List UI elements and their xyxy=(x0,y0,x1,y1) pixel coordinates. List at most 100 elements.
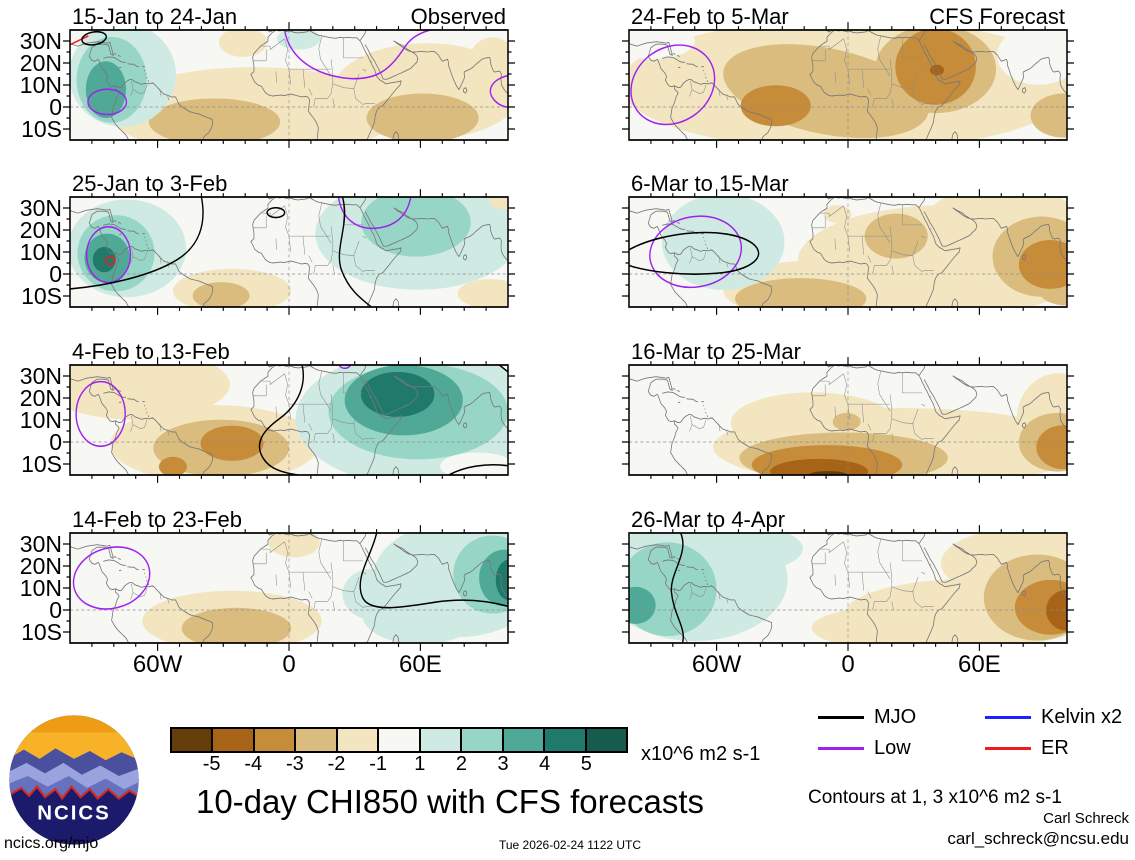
wave-contour xyxy=(87,88,128,116)
legend-item-kelvin-x2: Kelvin x2 xyxy=(985,704,1122,730)
wave-contour xyxy=(670,533,685,643)
map-panel-observed-0: 15-Jan to 24-Jan Observed xyxy=(62,4,516,148)
panel-corner-label: CFS Forecast xyxy=(929,4,1065,29)
anomaly-blob xyxy=(661,197,785,290)
colorbar-cell xyxy=(213,729,255,751)
figure-title: 10-day CHI850 with CFS forecasts xyxy=(195,783,705,820)
country-borders xyxy=(689,202,934,275)
wave-contour xyxy=(338,197,372,307)
wave-contour xyxy=(359,533,508,609)
y-axis-label: 10S xyxy=(21,116,62,142)
colorbar xyxy=(170,727,628,753)
anomaly-blob xyxy=(440,452,508,475)
anomaly-blob xyxy=(1030,93,1067,138)
colorbar-tick-label: 5 xyxy=(580,753,592,775)
country-borders xyxy=(130,202,375,275)
wave-contour xyxy=(81,30,107,46)
map-frame xyxy=(628,196,1068,308)
anomaly-blob xyxy=(158,456,187,475)
map-canvas xyxy=(621,189,1075,315)
legend-item-er: ER xyxy=(985,735,1069,761)
credit-name: Carl Schreck xyxy=(1043,810,1129,827)
y-axis-label: 10S xyxy=(21,283,62,309)
colorbar-cell xyxy=(586,729,626,751)
map-canvas xyxy=(621,22,1075,148)
map-canvas xyxy=(62,525,516,651)
colorbar-cell xyxy=(545,729,587,751)
coastline xyxy=(70,197,508,307)
anomaly-blob xyxy=(1018,240,1067,289)
colorbar-unit-label: x10^6 m2 s-1 xyxy=(641,743,761,765)
colorbar-tick-label: 3 xyxy=(497,753,509,775)
coastline xyxy=(629,197,1067,307)
anomaly-blob xyxy=(629,586,656,624)
x-axis-label: 0 xyxy=(841,651,855,678)
wave-contour xyxy=(283,30,431,80)
colorbar-cell xyxy=(337,729,380,751)
colorbar-tick-label: 1 xyxy=(414,753,426,775)
y-axis-label: 10S xyxy=(21,619,62,645)
colorbar-cell xyxy=(503,729,546,751)
anomaly-blob xyxy=(268,533,320,558)
map-panel-forecast-3: 26-Mar to 4-Apr xyxy=(621,507,1075,651)
panel-corner-label: Observed xyxy=(410,4,506,29)
anomaly-blob xyxy=(218,30,268,57)
y-axis-label: 0 xyxy=(49,597,62,623)
y-axis-label: 10N xyxy=(19,407,62,433)
legend-line-sample xyxy=(985,746,1031,750)
anomaly-blob xyxy=(823,205,852,223)
wave-contour xyxy=(338,365,351,370)
panel-title: 25-Jan to 3-Feb xyxy=(72,171,228,196)
country-borders xyxy=(130,370,375,443)
y-axis-label: 20N xyxy=(19,50,62,76)
wave-contour xyxy=(104,255,116,266)
anomaly-blob xyxy=(366,93,479,140)
anomaly-blob xyxy=(200,425,264,461)
country-borders xyxy=(689,538,934,611)
axis-ticks xyxy=(621,357,1075,483)
coastline xyxy=(70,533,508,643)
wave-contour xyxy=(258,365,304,475)
legend-line-sample xyxy=(985,715,1031,719)
x-axis-label: 60W xyxy=(691,651,742,678)
map-canvas xyxy=(62,22,516,148)
anomaly-blob xyxy=(629,30,695,60)
timestamp: Tue 2026-02-24 1122 UTC xyxy=(498,838,642,852)
map-canvas xyxy=(62,357,516,483)
x-axis-label: 0 xyxy=(282,651,296,678)
legend-item-low: Low xyxy=(818,735,911,761)
y-axis-label: 10N xyxy=(19,239,62,265)
wave-contour xyxy=(70,35,89,46)
anomaly-blob xyxy=(929,64,944,76)
anomaly-blob xyxy=(1036,425,1067,470)
anomaly-blob xyxy=(361,197,471,257)
x-axis-label: 60E xyxy=(399,651,442,678)
colorbar-cell xyxy=(462,729,504,751)
map-panel-observed-3: 14-Feb to 23-Feb xyxy=(62,507,516,651)
y-axis-label: 30N xyxy=(19,195,62,221)
wave-contour xyxy=(498,365,508,373)
legend-line-sample xyxy=(818,746,864,750)
axis-ticks xyxy=(62,22,516,148)
y-axis-label: 0 xyxy=(49,261,62,287)
x-axis-label: 60W xyxy=(132,651,183,678)
panel-title: 6-Mar to 15-Mar xyxy=(631,171,789,196)
anomaly-blob xyxy=(832,412,861,431)
map-canvas xyxy=(62,189,516,315)
panel-title: 26-Mar to 4-Apr xyxy=(631,507,786,532)
colorbar-tick-label: -4 xyxy=(244,753,263,775)
anomaly-blob xyxy=(148,98,281,140)
legend-label: Low xyxy=(874,736,911,759)
colorbar-tick-label: -1 xyxy=(369,753,388,775)
anomaly-blob xyxy=(740,85,811,127)
anomaly-blob xyxy=(495,559,508,601)
y-axis-label: 30N xyxy=(19,363,62,389)
y-axis-label: 20N xyxy=(19,385,62,411)
wave-contour xyxy=(489,74,508,109)
wave-contour xyxy=(649,215,743,289)
map-panel-observed-2: 4-Feb to 13-Feb xyxy=(62,339,516,483)
map-frame xyxy=(628,29,1068,141)
legend-line-sample xyxy=(818,715,864,719)
colorbar-cell xyxy=(296,729,338,751)
anomaly-blob xyxy=(92,246,116,273)
